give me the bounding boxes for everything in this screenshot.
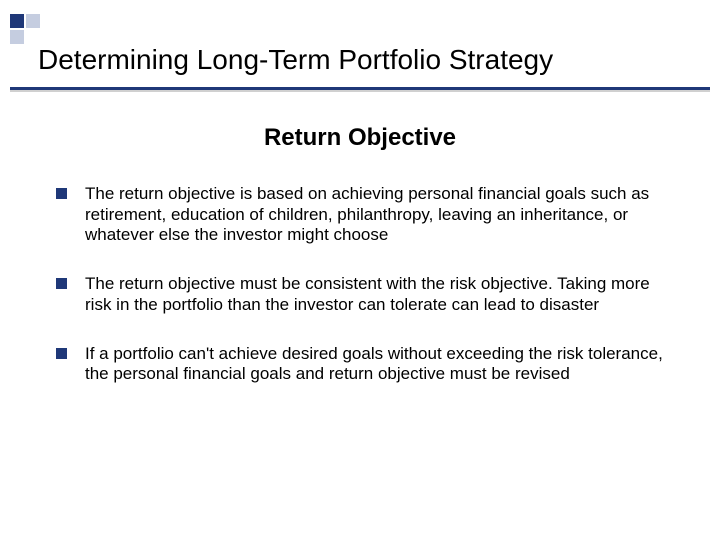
deco-square-dark [10,14,24,28]
bullet-item: If a portfolio can't achieve desired goa… [56,344,666,385]
bullet-marker-icon [56,278,67,289]
bullet-list: The return objective is based on achievi… [56,184,666,413]
deco-square-light [10,30,24,44]
bullet-item: The return objective is based on achievi… [56,184,666,246]
slide-subtitle: Return Objective [0,124,720,152]
bullet-text: If a portfolio can't achieve desired goa… [85,344,666,385]
corner-decoration [10,14,90,44]
slide-title: Determining Long-Term Portfolio Strategy [38,44,553,76]
deco-square-light [26,14,40,28]
bullet-text: The return objective must be consistent … [85,274,666,315]
bullet-marker-icon [56,348,67,359]
bullet-item: The return objective must be consistent … [56,274,666,315]
horizontal-rule [10,87,710,90]
bullet-text: The return objective is based on achievi… [85,184,666,246]
bullet-marker-icon [56,188,67,199]
